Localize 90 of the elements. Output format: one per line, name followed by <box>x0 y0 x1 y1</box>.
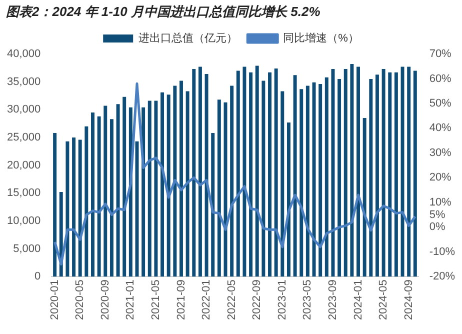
x-tick-label: 2020-05 <box>74 280 86 320</box>
x-tick-label: 2022-05 <box>226 280 238 320</box>
y2-tick-label: 0% <box>429 221 446 234</box>
y2-tick-label: 20% <box>429 172 452 184</box>
bar <box>148 100 152 277</box>
y-tick-label: 25,000 <box>6 132 41 144</box>
x-tick-label: 2022-01 <box>200 280 213 320</box>
y-tick-label: 10,000 <box>6 215 41 228</box>
y-tick-label: 15,000 <box>6 187 41 200</box>
y2-tick-label: 60% <box>429 72 452 85</box>
y2-tick-label: 30% <box>429 146 452 159</box>
y-tick-label: 20,000 <box>6 159 41 172</box>
y-tick-label: 0 <box>34 270 41 283</box>
y2-tick-label: -20% <box>429 270 456 283</box>
bar <box>198 66 202 277</box>
bar <box>394 72 398 277</box>
bar <box>255 66 259 277</box>
x-tick-label: 2024-09 <box>402 280 415 320</box>
bar <box>369 79 373 277</box>
bar <box>280 91 284 277</box>
bar <box>72 137 76 277</box>
bar <box>104 106 108 277</box>
y2-tick-label: 50% <box>429 98 452 110</box>
bar <box>66 141 70 277</box>
y-tick-label: 30,000 <box>6 104 41 116</box>
bar <box>338 79 342 277</box>
bar <box>91 112 94 277</box>
x-tick-label: 2022-09 <box>251 280 264 320</box>
y2-tick-label: 40% <box>429 122 452 134</box>
bar <box>274 68 278 277</box>
bar <box>116 104 120 277</box>
x-tick-label: 2023-05 <box>302 280 314 320</box>
bar <box>173 86 177 277</box>
bar <box>344 69 348 277</box>
y2-tick-label: 10% <box>429 196 452 208</box>
bar <box>286 122 290 277</box>
y-tick-label: 5,000 <box>13 242 41 255</box>
bar <box>160 92 164 277</box>
y2-tick-label: -10% <box>429 246 456 258</box>
bar <box>400 66 404 277</box>
y2-tick-label: 5% <box>429 208 446 221</box>
bar <box>262 80 266 277</box>
legend-label: 同比增速（%） <box>283 32 359 45</box>
bar <box>211 133 215 277</box>
y2-tick-label: 70% <box>429 48 452 60</box>
bar <box>110 119 114 277</box>
bar <box>375 74 379 277</box>
bar <box>122 96 126 277</box>
x-tick-label: 2021-05 <box>150 280 162 320</box>
x-tick-label: 2021-01 <box>124 280 137 320</box>
bar <box>154 100 158 277</box>
bar <box>407 66 411 277</box>
bar <box>318 84 322 277</box>
bar <box>362 118 366 277</box>
bar <box>249 72 253 277</box>
bar <box>192 69 196 277</box>
bar <box>236 70 240 277</box>
bar <box>217 100 221 277</box>
bar <box>166 94 170 277</box>
bar <box>204 74 208 277</box>
y-tick-label: 40,000 <box>6 48 41 60</box>
legend-label: 进出口总值（亿元） <box>138 32 238 45</box>
bar <box>388 72 392 277</box>
bar <box>268 72 272 277</box>
bar <box>78 140 82 277</box>
bar <box>413 70 417 277</box>
bar <box>84 126 88 277</box>
x-tick-label: 2024-05 <box>378 280 390 320</box>
bar <box>186 91 190 277</box>
y-tick-label: 35,000 <box>6 76 41 88</box>
chart-title: 图表2：2024 年 1-10 月中国进出口总值同比增长 5.2% <box>5 3 322 21</box>
bar <box>242 66 246 277</box>
x-tick-label: 2020-01 <box>48 280 61 320</box>
x-tick-label: 2023-01 <box>276 280 288 320</box>
bar <box>230 86 234 277</box>
bar <box>324 77 328 277</box>
bar <box>300 89 304 277</box>
bar <box>331 69 335 277</box>
bar <box>97 116 101 277</box>
bar <box>382 69 386 277</box>
bar <box>53 133 57 277</box>
bar <box>356 66 360 277</box>
bar <box>306 86 310 277</box>
x-tick-label: 2020-09 <box>99 280 112 320</box>
x-tick-label: 2021-09 <box>175 280 188 320</box>
bar <box>180 80 183 277</box>
bar <box>350 64 354 277</box>
x-tick-label: 2023-09 <box>327 280 340 320</box>
bar <box>293 75 297 277</box>
x-tick-label: 2024-01 <box>352 280 364 320</box>
